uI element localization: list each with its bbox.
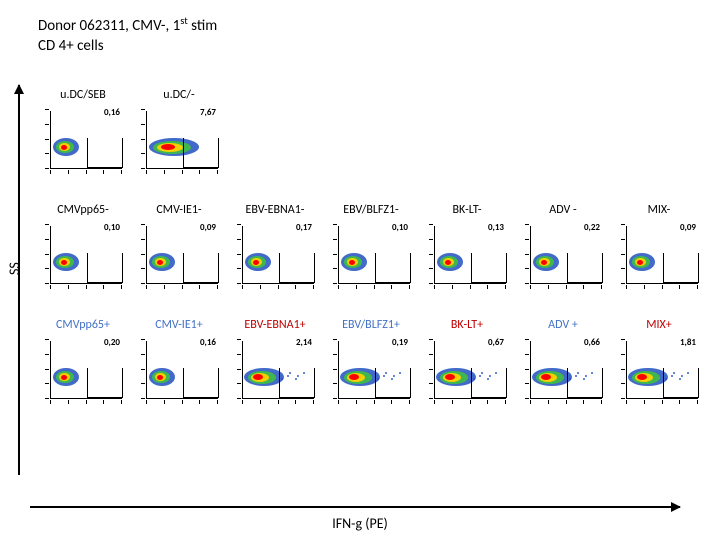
plot-cell: EBV/BLFZ1- 0,10: [326, 203, 416, 292]
scatter-plot: 0,17: [232, 220, 318, 292]
scatter-plot: 0,09: [136, 220, 222, 292]
scatter-plot: 0,22: [520, 220, 606, 292]
plot-label: MIX+: [646, 318, 672, 332]
plot-gate-value: 0,17: [296, 222, 312, 233]
plot-gate-value: 0,19: [392, 337, 408, 348]
plot-gate-value: 0,10: [392, 222, 408, 233]
scatter-plot: 0,20: [40, 335, 126, 407]
plot-cell: BK-LT+ 0,67: [422, 318, 512, 407]
plot-cell: CMV-IE1+ 0,16: [134, 318, 224, 407]
plot-cell: BK-LT- 0,13: [422, 203, 512, 292]
plot-label: CMVpp65+: [56, 318, 110, 332]
plot-gate-value: 1,81: [680, 337, 696, 348]
plot-gate-value: 0,67: [488, 337, 504, 348]
plot-label: CMV-IE1+: [155, 318, 203, 332]
plot-gate-value: 0,66: [584, 337, 600, 348]
plot-label: EBV/BLFZ1+: [342, 318, 400, 332]
scatter-plot: 0,10: [328, 220, 414, 292]
scatter-plot: 0,13: [424, 220, 510, 292]
scatter-plot: 0,16: [136, 335, 222, 407]
plot-label: CMV-IE1-: [156, 203, 201, 217]
plot-label: u.DC/-: [163, 88, 194, 102]
header-sup: st: [180, 14, 188, 27]
plot-row: u.DC/SEB 0,16 u.DC/- 7,67: [38, 88, 704, 177]
plot-cell: ADV + 0,66: [518, 318, 608, 407]
y-axis-label: SS: [6, 262, 23, 275]
plot-gate-value: 0,09: [200, 222, 216, 233]
x-axis-label: IFN-g (PE): [0, 515, 720, 532]
plot-cell: ADV - 0,22: [518, 203, 608, 292]
plot-cell: EBV/BLFZ1+ 0,19: [326, 318, 416, 407]
plot-label: BK-LT+: [451, 318, 483, 332]
plot-label: EBV/BLFZ1-: [343, 203, 398, 217]
plot-label: CMVpp65-: [57, 203, 109, 217]
plot-cell: u.DC/SEB 0,16: [38, 88, 128, 177]
plot-gate-value: 0,16: [200, 337, 216, 348]
plot-cell: MIX- 0,09: [614, 203, 704, 292]
scatter-plot: 0,19: [328, 335, 414, 407]
scatter-plot: 1,81: [616, 335, 702, 407]
plot-gate-value: 0,13: [488, 222, 504, 233]
plot-gate-value: 0,16: [104, 107, 120, 118]
plot-label: u.DC/SEB: [60, 88, 106, 102]
plot-cell: EBV-EBNA1+ 2,14: [230, 318, 320, 407]
scatter-plot: 0,67: [424, 335, 510, 407]
header-line1-post: stim: [188, 17, 217, 35]
plot-cell: EBV-EBNA1- 0,17: [230, 203, 320, 292]
scatter-plot: 0,66: [520, 335, 606, 407]
header-line1-pre: Donor 062311, CMV-, 1: [38, 17, 180, 35]
plot-label: ADV +: [548, 318, 578, 332]
plot-cell: CMVpp65+ 0,20: [38, 318, 128, 407]
plot-cell: CMV-IE1- 0,09: [134, 203, 224, 292]
scatter-plot: 0,16: [40, 105, 126, 177]
plot-label: EBV-EBNA1-: [246, 203, 305, 217]
scatter-plot: 0,09: [616, 220, 702, 292]
plot-gate-value: 0,22: [584, 222, 600, 233]
y-axis-arrow: [18, 85, 20, 475]
plot-row: CMVpp65+0,20CMV-IE1+0,16EBV-EBNA1+2,14EB…: [38, 318, 704, 407]
scatter-plot: 0,10: [40, 220, 126, 292]
scatter-plot: 7,67: [136, 105, 222, 177]
plot-label: EBV-EBNA1+: [244, 318, 305, 332]
plot-gate-value: 0,09: [680, 222, 696, 233]
figure-header: Donor 062311, CMV-, 1st stim CD 4+ cells: [38, 14, 217, 56]
plot-cell: MIX+ 1,81: [614, 318, 704, 407]
plot-row: CMVpp65-0,10CMV-IE1-0,09EBV-EBNA1-0,17EB…: [38, 203, 704, 292]
x-axis-arrow: [30, 506, 680, 508]
plot-grid: u.DC/SEB 0,16 u.DC/- 7,67 CMVpp65- 0,10 CMV-IE…: [38, 88, 704, 411]
plot-label: ADV -: [549, 203, 576, 217]
plot-label: MIX-: [648, 203, 671, 217]
plot-cell: CMVpp65- 0,10: [38, 203, 128, 292]
plot-gate-value: 2,14: [296, 337, 312, 348]
plot-cell: u.DC/- 7,67: [134, 88, 224, 177]
scatter-plot: 2,14: [232, 335, 318, 407]
plot-gate-value: 7,67: [200, 107, 216, 118]
plot-gate-value: 0,10: [104, 222, 120, 233]
plot-gate-value: 0,20: [104, 337, 120, 348]
plot-label: BK-LT-: [453, 203, 482, 217]
header-line2: CD 4+ cells: [38, 37, 217, 57]
